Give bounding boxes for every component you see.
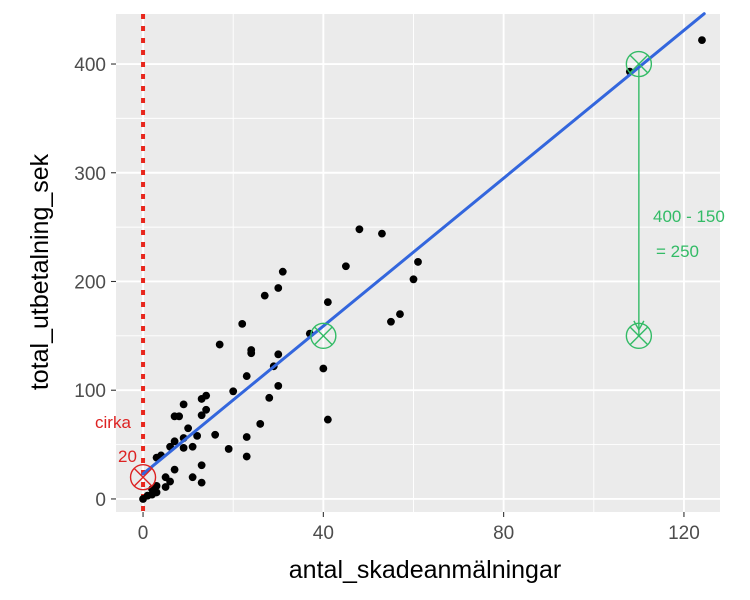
data-point [242,372,251,380]
highlight-marker [625,322,653,350]
data-point [378,229,386,238]
data-point [698,36,706,44]
marker-cross [133,467,153,487]
data-point [170,465,179,474]
data-point [265,393,274,402]
data-point [387,317,395,326]
y-axis-title: total_utbetalning_sek [26,153,54,390]
regression-line-group [141,12,706,476]
highlight-markers [129,50,653,491]
annotation-twenty: 20 [118,447,137,466]
data-point [278,267,287,276]
data-point [161,483,170,491]
data-point [260,291,269,300]
data-point [229,387,238,396]
minor-gridlines [116,14,720,512]
data-point [197,411,206,420]
data-point [188,473,197,482]
data-point [224,445,233,453]
data-point [396,310,404,319]
data-point [319,364,328,373]
highlight-marker [625,50,653,78]
data-point [197,395,206,403]
data-point [256,420,265,428]
marker-circle [625,322,653,350]
data-point [197,461,206,470]
data-point [242,452,251,461]
x-axis-title: antal_skadeanmälningar [289,556,561,584]
data-points [139,36,706,503]
marker-circle [310,322,337,350]
data-point [274,350,283,359]
y-tick-label: 200 [74,272,106,293]
regression-line [141,12,706,476]
axis-ticks: 0 40 80 120 0 100 200 300 400 [74,55,699,544]
x-tick-label: 0 [138,523,149,544]
data-point [170,412,179,421]
data-point [211,430,220,439]
data-point [202,405,211,414]
data-point [197,478,206,487]
data-point [161,473,170,482]
data-point [409,275,418,284]
data-point [215,340,224,349]
annotation-cirka: cirka [95,413,131,432]
x-tick-label: 120 [668,523,700,544]
data-point [193,431,202,440]
annotation-result: = 250 [656,242,699,261]
data-point [323,415,332,424]
data-point [179,400,188,409]
data-point [274,381,283,390]
data-point [139,495,147,503]
x-tick-label: 40 [313,523,334,544]
data-point [170,437,179,446]
data-point [184,424,193,433]
x-tick-label: 80 [493,523,514,544]
y-tick-label: 400 [74,55,106,76]
data-point [188,442,197,451]
highlight-marker [129,464,157,491]
y-tick-label: 0 [95,490,106,511]
data-point [323,298,332,307]
data-point [238,319,247,328]
data-point [247,349,256,358]
data-point [274,284,283,292]
data-point [414,258,422,266]
marker-circle [129,464,157,491]
annotation-difference: 400 - 150 [653,207,725,226]
marker-cross [629,54,649,74]
data-point [179,443,188,452]
major-gridlines [116,14,720,512]
highlight-marker [310,322,337,350]
marker-cross [313,326,333,346]
marker-circle [625,50,653,78]
y-tick-label: 300 [74,164,106,185]
data-point [242,433,251,441]
y-tick-label: 100 [74,381,106,402]
data-point [341,262,350,271]
marker-cross [629,326,649,346]
data-point [355,225,364,234]
